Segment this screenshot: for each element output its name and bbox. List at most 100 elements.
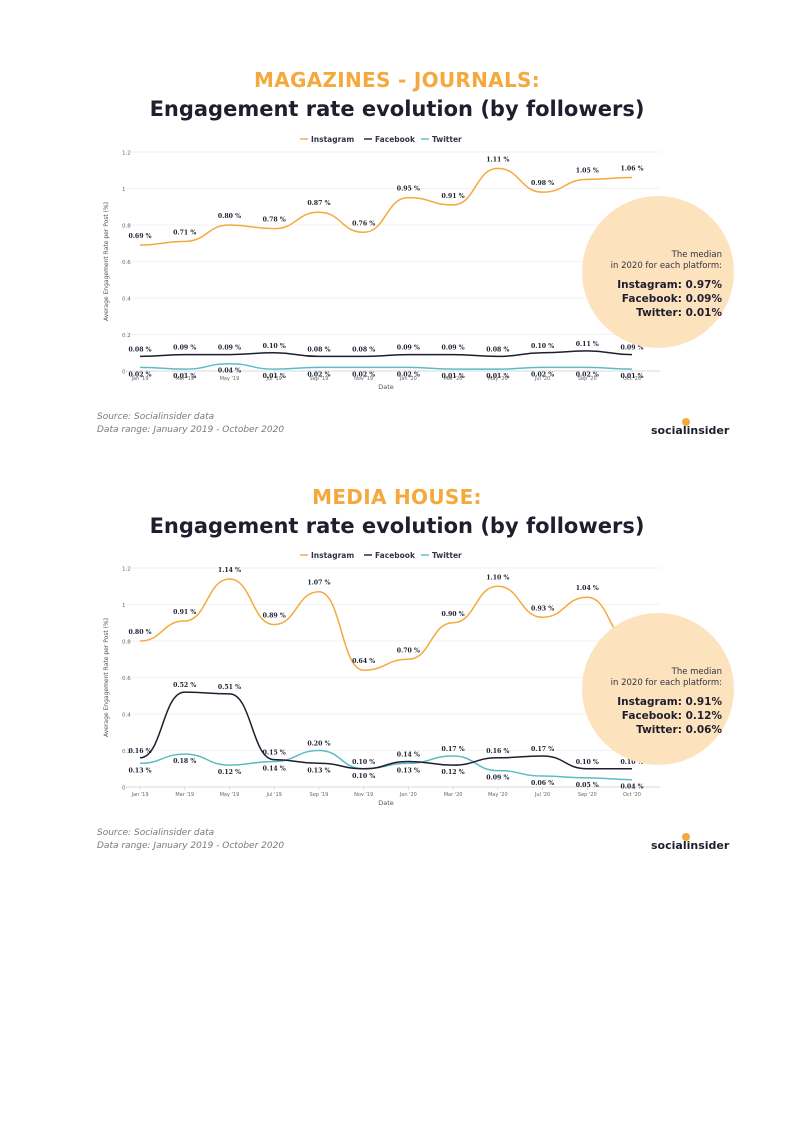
data-label: 0.71 %: [173, 229, 196, 236]
data-label: 0.91 %: [442, 193, 465, 200]
data-label: 1.14 %: [218, 567, 241, 574]
data-label: 0.08 %: [486, 346, 509, 353]
data-label: 0.04 %: [218, 368, 241, 375]
data-label: 0.90 %: [442, 611, 465, 618]
data-label: 0.14 %: [263, 765, 286, 772]
y-tick-label: 0.8: [122, 640, 131, 646]
data-label: 1.11 %: [486, 156, 509, 163]
y-tick-label: 0.4: [122, 713, 131, 719]
x-tick-label: Jan '19: [130, 376, 148, 382]
data-label: 0.08 %: [128, 346, 151, 353]
data-label: 0.02 %: [397, 371, 420, 378]
twitter-data-labels: 0.02 % 0.01 % 0.04 % 0.01 % 0.02 % 0.02 % 0.02…: [128, 368, 643, 380]
x-tick-label: May '20: [488, 376, 508, 382]
x-tick-label: Mar '19: [175, 792, 194, 798]
x-axis: Jan '19 Mar '19 May '19 Jul '19 Sep '19 Nov '…: [130, 371, 641, 382]
data-label: 0.10 %: [352, 759, 375, 766]
data-label: 0.78 %: [263, 217, 286, 224]
x-tick-label: Oct '20: [623, 376, 641, 382]
data-label: 0.14 %: [397, 751, 420, 758]
brand-name: socialinsider: [651, 839, 730, 852]
data-label: 0.16 %: [486, 748, 509, 755]
twitter-series-line: [139, 362, 633, 370]
data-label: 0.80 %: [128, 629, 151, 636]
data-label: 0.01 %: [620, 373, 643, 380]
data-label: 0.98 %: [531, 180, 554, 187]
twitter-series-line: [139, 749, 633, 781]
line-chart: Instagram Facebook Twitter 0 0.2 0.4 0.6 0.8 1 1.…: [103, 135, 660, 391]
data-label: 0.70 %: [397, 647, 420, 654]
median-twitter: Twitter: 0.01%: [636, 307, 722, 319]
source-note: Source: Socialinsider data Data range: J…: [97, 411, 284, 437]
legend-label-twitter: Twitter: [432, 135, 462, 144]
y-tick-label: 0.2: [122, 749, 131, 755]
x-tick-label: Sep '19: [310, 376, 329, 382]
data-label: 0.89 %: [263, 613, 286, 620]
legend-label-facebook: Facebook: [375, 135, 416, 144]
median-facebook: Facebook: 0.12%: [621, 710, 722, 722]
median-facebook: Facebook: 0.09%: [621, 293, 722, 305]
data-label: 0.93 %: [531, 605, 554, 612]
data-label: 0.10 %: [352, 773, 375, 780]
date-range-text: Data range: January 2019 - October 2020: [97, 425, 285, 435]
data-label: 0.11 %: [576, 341, 599, 348]
data-label: 1.07 %: [307, 580, 330, 587]
x-tick-label: Mar '20: [444, 792, 463, 798]
data-label: 0.12 %: [442, 769, 465, 776]
data-label: 0.52 %: [173, 682, 196, 689]
source-note: Source: Socialinsider data Data range: J…: [97, 827, 284, 853]
x-tick-label: Jul '19: [266, 376, 282, 382]
data-label: 0.09 %: [218, 345, 241, 352]
y-axis-title: Average Engagement Rate per Post (%): [103, 202, 110, 321]
data-label: 0.02 %: [352, 371, 375, 378]
chart-legend: Instagram Facebook Twitter: [300, 135, 462, 144]
x-tick-label: Mar '19: [175, 376, 194, 382]
data-label: 0.09 %: [173, 345, 196, 352]
section-kicker: MEDIA HOUSE:: [312, 485, 482, 509]
data-label: 0.17 %: [442, 746, 465, 753]
median-twitter: Twitter: 0.06%: [636, 724, 722, 736]
median-intro-year: in 2020 for each platform:: [610, 678, 722, 688]
x-tick-label: May '19: [220, 376, 240, 382]
x-tick-label: Jul '20: [534, 376, 550, 382]
data-label: 0.05 %: [576, 782, 599, 789]
legend-label-instagram: Instagram: [311, 135, 354, 144]
facebook-data-labels: 0.16 % 0.52 % 0.51 % 0.15 % 0.13 % 0.10 % 0.14…: [128, 682, 643, 776]
x-axis: Jan '19 Mar '19 May '19 Jul '19 Sep '19 Nov '…: [130, 787, 641, 798]
x-tick-label: Sep '19: [310, 792, 329, 798]
data-label: 0.02 %: [576, 371, 599, 378]
facebook-data-labels: 0.08 % 0.09 % 0.09 % 0.10 % 0.08 % 0.08 % 0.09…: [128, 341, 643, 353]
legend-label-twitter: Twitter: [432, 551, 462, 560]
legend-label-facebook: Facebook: [375, 551, 416, 560]
data-label: 0.04 %: [620, 784, 643, 791]
twitter-data-labels: 0.13 % 0.18 % 0.12 % 0.14 % 0.20 % 0.10 % 0.13…: [128, 741, 643, 791]
median-callout: The median in 2020 for each platform: In…: [582, 196, 734, 348]
brand-name: socialinsider: [651, 424, 730, 437]
data-label: 0.01 %: [442, 373, 465, 380]
y-tick-label: 0.4: [122, 297, 131, 303]
data-label: 1.06 %: [620, 166, 643, 173]
data-label: 0.16 %: [128, 748, 151, 755]
data-label: 0.10 %: [531, 343, 554, 350]
data-label: 0.76 %: [352, 220, 375, 227]
median-intro-year: in 2020 for each platform:: [610, 261, 722, 271]
data-label: 0.09 %: [442, 345, 465, 352]
data-label: 0.02 %: [307, 371, 330, 378]
chart-headline: Engagement rate evolution (by followers): [149, 514, 645, 538]
facebook-series-line: [139, 350, 633, 358]
x-tick-label: Nov '19: [354, 792, 373, 798]
data-label: 0.08 %: [307, 346, 330, 353]
data-label: 0.15 %: [263, 750, 286, 757]
source-text: Source: Socialinsider data: [97, 412, 215, 422]
chart-legend: Instagram Facebook Twitter: [300, 551, 462, 560]
data-label: 0.17 %: [531, 746, 554, 753]
data-label: 0.01 %: [173, 373, 196, 380]
data-label: 0.20 %: [307, 741, 330, 748]
x-tick-label: Sep '20: [578, 376, 597, 382]
data-label: 0.10 %: [263, 343, 286, 350]
y-axis: 0 0.2 0.4 0.6 0.8 1 1.2: [122, 567, 660, 792]
x-tick-label: Jul '19: [266, 792, 282, 798]
instagram-series-line: [139, 578, 633, 671]
data-label: 0.69 %: [128, 233, 151, 240]
x-tick-label: Jan '20: [399, 376, 417, 382]
